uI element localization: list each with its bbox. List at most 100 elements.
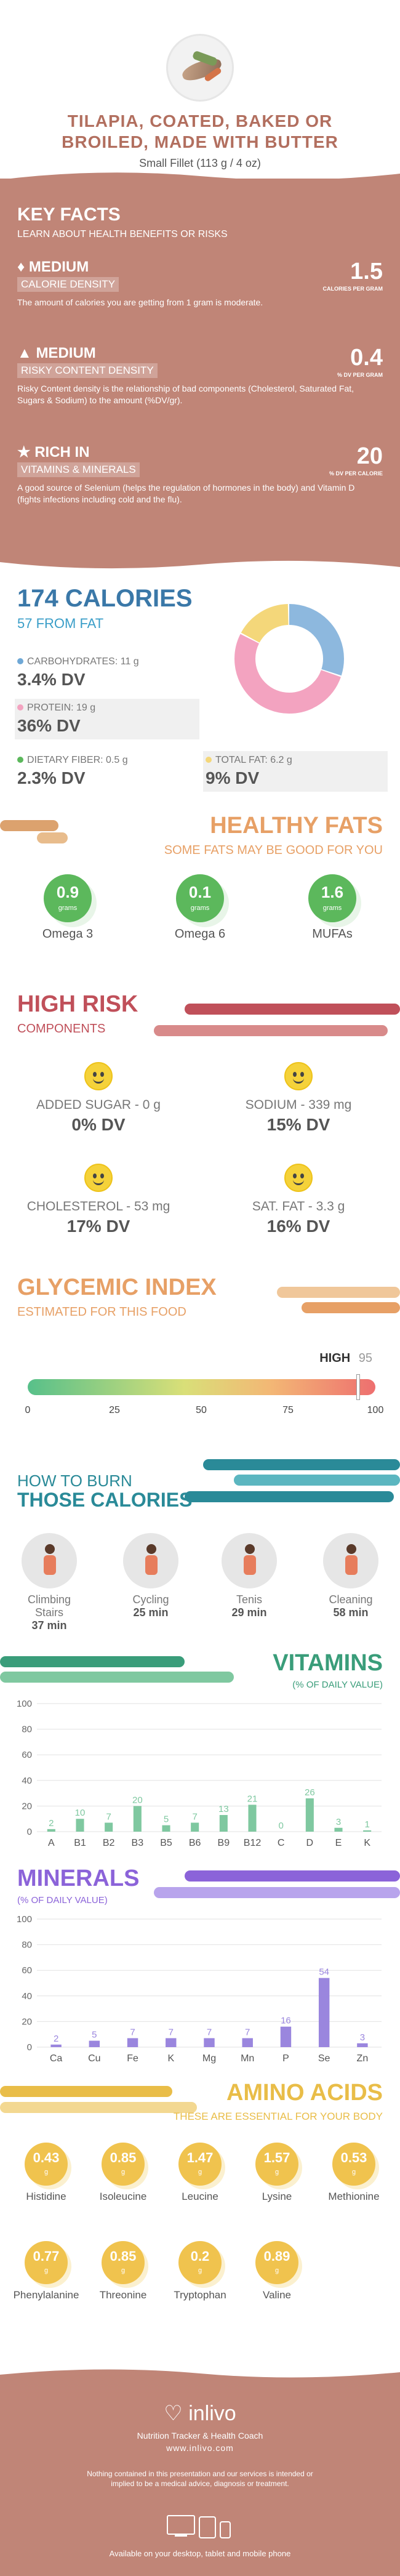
y-tick-label: 80 bbox=[22, 1940, 32, 1950]
key-facts-section: KEY FACTS LEARN ABOUT HEALTH BENEFITS OR… bbox=[0, 172, 400, 573]
x-tick-label: B3 bbox=[132, 1838, 144, 1848]
data-label: 7 bbox=[207, 2027, 212, 2037]
data-label: 54 bbox=[319, 1967, 329, 1978]
bar-B5 bbox=[162, 1825, 170, 1832]
smiley-icon bbox=[84, 1062, 113, 1090]
y-tick-label: 0 bbox=[27, 1827, 32, 1837]
glycemic-level: HIGH 95 bbox=[319, 1351, 372, 1365]
bar-B1 bbox=[76, 1819, 84, 1832]
burn-heading-2: THOSE CALORIES bbox=[17, 1489, 193, 1511]
risk-sodium: SODIUM - 339 mg 15% DV bbox=[212, 1062, 385, 1135]
bar-Fe bbox=[127, 2038, 138, 2047]
heart-icon: ♡ bbox=[164, 2402, 183, 2425]
activity-cleaning: Cleaning 58 min bbox=[314, 1533, 388, 1619]
healthy-fats-subheading: SOME FATS MAY BE GOOD FOR YOU bbox=[164, 843, 383, 857]
fact-unit: CALORIES PER GRAM bbox=[322, 286, 383, 292]
vitamins-minerals-fact: ★ RICH IN VITAMINS & MINERALS 20 % DV PE… bbox=[17, 443, 383, 504]
amino-tryptophan: 0.2 g Tryptophan bbox=[166, 2241, 234, 2301]
y-tick-label: 40 bbox=[22, 1776, 32, 1786]
healthy-fats-heading: HEALTHY FATS bbox=[210, 813, 383, 839]
macro-protein: PROTEIN: 19 g 36% DV bbox=[15, 699, 199, 739]
bar-Cu bbox=[89, 2040, 100, 2047]
glycemic-heading: GLYCEMIC INDEX bbox=[17, 1274, 217, 1300]
x-tick-label: B1 bbox=[74, 1838, 86, 1848]
header: TILAPIA, COATED, BAKED OR BROILED, MADE … bbox=[0, 0, 400, 179]
x-tick-label: Mn bbox=[241, 2053, 254, 2064]
bar-B6 bbox=[191, 1822, 199, 1832]
bar-P bbox=[280, 2026, 292, 2047]
vitamins-subheading: (% OF DAILY VALUE) bbox=[292, 1680, 383, 1690]
x-tick-label: Ca bbox=[50, 2053, 63, 2064]
devices-icon bbox=[167, 2515, 231, 2538]
donut-slice-protein bbox=[234, 604, 344, 714]
macro-dietary-fiber: DIETARY FIBER: 0.5 g 2.3% DV bbox=[17, 755, 128, 787]
activity-cycling: Cycling 25 min bbox=[114, 1533, 188, 1619]
x-tick-label: Cu bbox=[88, 2053, 100, 2064]
bar-K bbox=[363, 1830, 372, 1832]
glycemic-tick: 25 bbox=[109, 1405, 120, 1415]
fat-mufas: 1.6 grams MUFAs bbox=[292, 874, 372, 941]
risk-cholesterol: CHOLESTEROL - 53 mg 17% DV bbox=[12, 1164, 185, 1236]
x-tick-label: C bbox=[278, 1838, 285, 1848]
activity-climbing-stairs: Climbing Stairs 37 min bbox=[12, 1533, 86, 1632]
x-tick-label: P bbox=[282, 2053, 289, 2064]
glycemic-subheading: ESTIMATED FOR THIS FOOD bbox=[17, 1305, 186, 1319]
vitamins-heading: VITAMINS bbox=[273, 1650, 383, 1676]
thumbs-up-icon: ★ bbox=[17, 444, 31, 461]
data-label: 3 bbox=[336, 1817, 341, 1827]
smiley-icon bbox=[284, 1062, 313, 1090]
y-tick-label: 20 bbox=[22, 1801, 32, 1811]
risky-content-fact: ▲ MEDIUM RISKY CONTENT DENSITY 0.4 % DV … bbox=[17, 345, 383, 405]
amino-lysine: 1.57 g Lysine bbox=[243, 2143, 311, 2203]
donut-slice-carbohydrates bbox=[234, 604, 344, 714]
amino-subheading: THESE ARE ESSENTIAL FOR YOUR BODY bbox=[173, 2111, 383, 2122]
macro-donut-chart bbox=[234, 604, 344, 714]
x-tick-label: B6 bbox=[189, 1838, 201, 1848]
fact-value: 0.4 bbox=[350, 345, 383, 371]
brand-url[interactable]: www.inlivo.com bbox=[166, 2443, 234, 2453]
brand-logo[interactable]: ♡ inlivo bbox=[164, 2402, 236, 2425]
high-risk-subheading: COMPONENTS bbox=[17, 1022, 106, 1036]
smiley-icon bbox=[284, 1164, 313, 1192]
x-tick-label: K bbox=[364, 1838, 370, 1848]
flame-icon: ♦ bbox=[17, 259, 25, 275]
y-tick-label: 60 bbox=[22, 1965, 32, 1976]
vitamins-bar-chart: 0204060801002A10B17B220B35B57B613B921B12… bbox=[17, 1699, 382, 1848]
x-tick-label: D bbox=[306, 1838, 314, 1848]
bar-B3 bbox=[133, 1806, 142, 1832]
bar-Ca bbox=[50, 2044, 62, 2047]
fact-unit: % DV PER GRAM bbox=[337, 372, 383, 378]
serving-size: Small Fillet (113 g / 4 oz) bbox=[139, 157, 261, 169]
tennis-player-icon bbox=[222, 1533, 277, 1588]
y-tick-label: 20 bbox=[22, 2016, 32, 2027]
data-label: 21 bbox=[247, 1793, 258, 1804]
y-tick-label: 60 bbox=[22, 1750, 32, 1760]
risk-added-sugar: ADDED SUGAR - 0 g 0% DV bbox=[12, 1062, 185, 1135]
data-label: 10 bbox=[75, 1808, 86, 1818]
bar-B12 bbox=[248, 1805, 257, 1832]
calorie-density-fact: ♦ MEDIUM CALORIE DENSITY 1.5 CALORIES PE… bbox=[17, 259, 383, 307]
y-tick-label: 100 bbox=[17, 1914, 32, 1925]
data-label: 7 bbox=[130, 2027, 135, 2037]
minerals-bar-chart: 0 20 40 60 80 100 2 Ca 5 Cu 7 Fe 7 K 7 Mg 7 Mn 16 P 54 Se 3 Zn bbox=[17, 1914, 382, 2064]
burn-calories-section: HOW TO BURN THOSE CALORIES Climbing Stai… bbox=[0, 1459, 400, 1644]
risk-saturated-fat: SAT. FAT - 3.3 g 16% DV bbox=[212, 1164, 385, 1236]
macro-total-fat: TOTAL FAT: 6.2 g 9% DV bbox=[203, 751, 388, 792]
data-label: 2 bbox=[49, 1818, 54, 1829]
data-label: 0 bbox=[278, 1821, 283, 1831]
data-label: 5 bbox=[92, 2030, 97, 2040]
bar-A bbox=[47, 1829, 55, 1832]
burn-heading-1: HOW TO BURN bbox=[17, 1471, 132, 1490]
food-image bbox=[166, 34, 234, 102]
key-facts-heading: KEY FACTS bbox=[17, 204, 121, 225]
total-calories: 174 CALORIES bbox=[17, 585, 193, 612]
amino-phenylalanine: 0.77 g Phenylalanine bbox=[12, 2241, 80, 2301]
data-label: 7 bbox=[169, 2027, 174, 2037]
data-label: 7 bbox=[192, 1811, 197, 1822]
fact-value: 20 bbox=[356, 443, 383, 469]
data-label: 2 bbox=[54, 2034, 58, 2044]
data-label: 13 bbox=[218, 1804, 229, 1814]
glycemic-tick: 0 bbox=[25, 1405, 31, 1415]
data-label: 1 bbox=[364, 1819, 369, 1830]
smiley-icon bbox=[84, 1164, 113, 1192]
